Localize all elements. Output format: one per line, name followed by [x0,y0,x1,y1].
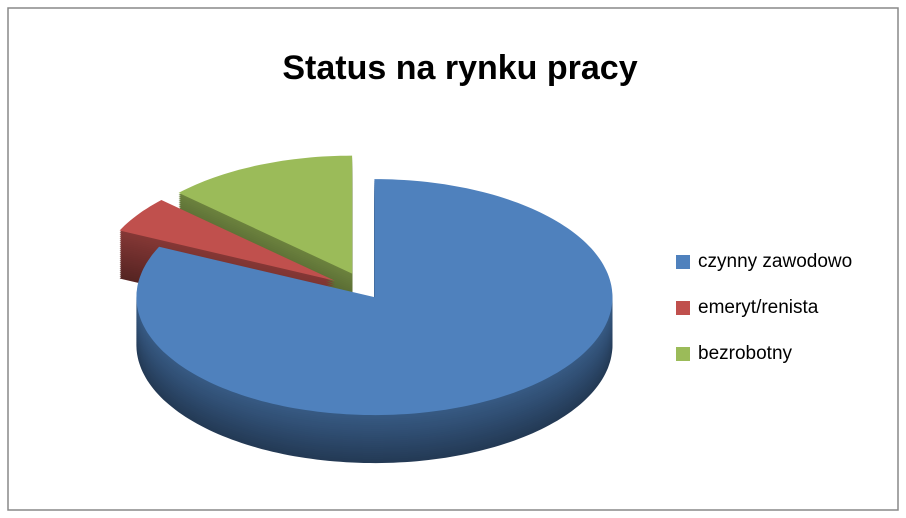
slice-top [136,179,613,416]
slice-top [178,155,353,274]
legend-label: czynny zawodowo [698,251,852,272]
legend-swatch [676,255,690,269]
legend-swatch [676,301,690,315]
pie-slice [136,179,613,464]
legend-label: bezrobotny [698,343,793,364]
legend-swatch [676,347,690,361]
slice-top [119,200,335,281]
chart-title: Status na rynku pracy [282,49,637,87]
legend-label: emeryt/renista [698,297,819,318]
